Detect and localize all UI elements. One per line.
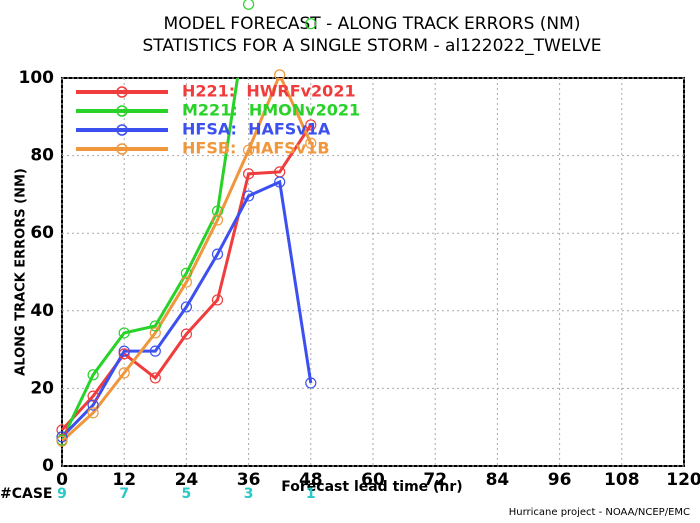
data-point bbox=[118, 348, 130, 360]
legend-marker bbox=[116, 105, 128, 117]
data-point bbox=[305, 119, 317, 131]
data-point bbox=[211, 294, 224, 306]
data-point bbox=[149, 327, 161, 339]
data-point bbox=[274, 176, 286, 188]
data-point bbox=[243, 0, 255, 10]
x-tick-label: 36 bbox=[237, 470, 261, 490]
plot-frame bbox=[61, 77, 685, 467]
data-point bbox=[118, 367, 130, 379]
data-point bbox=[305, 137, 317, 149]
data-point bbox=[305, 377, 317, 389]
data-point bbox=[87, 390, 99, 402]
chart-title: MODEL FORECAST - ALONG TRACK ERRORS (NM) bbox=[164, 14, 581, 34]
y-tick-label: 0 bbox=[42, 456, 54, 476]
y-tick-label: 20 bbox=[30, 378, 54, 398]
data-point bbox=[180, 301, 192, 313]
footer: Hurricane project - NOAA/NCEP/EMC bbox=[509, 507, 690, 518]
y-tick-label: 60 bbox=[30, 223, 54, 243]
case-count: 5 bbox=[182, 486, 192, 502]
data-point bbox=[305, 18, 317, 30]
data-point bbox=[211, 214, 224, 226]
legend-label: HFSB: HAFSv1B bbox=[182, 139, 330, 158]
legend-marker bbox=[116, 124, 128, 136]
x-tick-label: 84 bbox=[486, 470, 510, 490]
case-count: 9 bbox=[57, 486, 67, 502]
series-line bbox=[62, 78, 313, 443]
x-tick-label: 120 bbox=[666, 470, 700, 490]
data-point bbox=[87, 399, 99, 411]
legend-marker bbox=[116, 86, 128, 98]
x-tick-label: 48 bbox=[299, 470, 323, 490]
legend-label: H221: HWRFv2021 bbox=[182, 82, 356, 101]
data-point bbox=[243, 144, 255, 156]
x-tick-label: 72 bbox=[423, 470, 447, 490]
series-line bbox=[62, 124, 313, 431]
data-point bbox=[243, 190, 255, 202]
data-point bbox=[211, 205, 224, 217]
case-count: 1 bbox=[306, 486, 316, 502]
legend-label: M221: HMONv2021 bbox=[182, 101, 360, 120]
data-point bbox=[180, 267, 192, 279]
y-tick-label: 100 bbox=[19, 68, 55, 88]
data-point bbox=[87, 369, 99, 381]
x-tick-label: 108 bbox=[604, 470, 640, 490]
legend-label: HFSA: HAFSv1A bbox=[182, 120, 331, 139]
chart-subtitle: STATISTICS FOR A SINGLE STORM - al122022… bbox=[143, 36, 602, 56]
data-point bbox=[118, 345, 130, 357]
data-point bbox=[87, 407, 99, 419]
y-axis-label: ALONG TRACK ERRORS (NM) bbox=[14, 168, 29, 376]
y-tick-label: 40 bbox=[30, 301, 54, 321]
data-point bbox=[56, 435, 68, 447]
x-tick-label: 0 bbox=[56, 470, 68, 490]
x-tick-label: 12 bbox=[112, 470, 136, 490]
series-line bbox=[62, 179, 313, 438]
data-point bbox=[243, 168, 255, 180]
plot-lines bbox=[62, 78, 313, 443]
x-axis-label: Forecast lead time (hr) bbox=[281, 479, 462, 495]
data-point bbox=[274, 69, 286, 81]
data-point bbox=[149, 320, 161, 332]
case-count: 7 bbox=[119, 486, 129, 502]
data-point bbox=[118, 327, 130, 339]
case-label: #CASE bbox=[0, 486, 53, 502]
data-point bbox=[149, 345, 161, 357]
x-tick-label: 96 bbox=[548, 470, 572, 490]
data-point bbox=[149, 372, 161, 384]
case-count: 3 bbox=[244, 486, 254, 502]
data-point bbox=[180, 328, 192, 340]
data-point bbox=[180, 276, 192, 288]
x-tick-label: 60 bbox=[361, 470, 385, 490]
y-tick-label: 80 bbox=[30, 146, 54, 166]
x-tick-label: 24 bbox=[175, 470, 199, 490]
legend-marker bbox=[116, 143, 128, 155]
data-point bbox=[211, 248, 224, 260]
data-point bbox=[56, 431, 68, 443]
